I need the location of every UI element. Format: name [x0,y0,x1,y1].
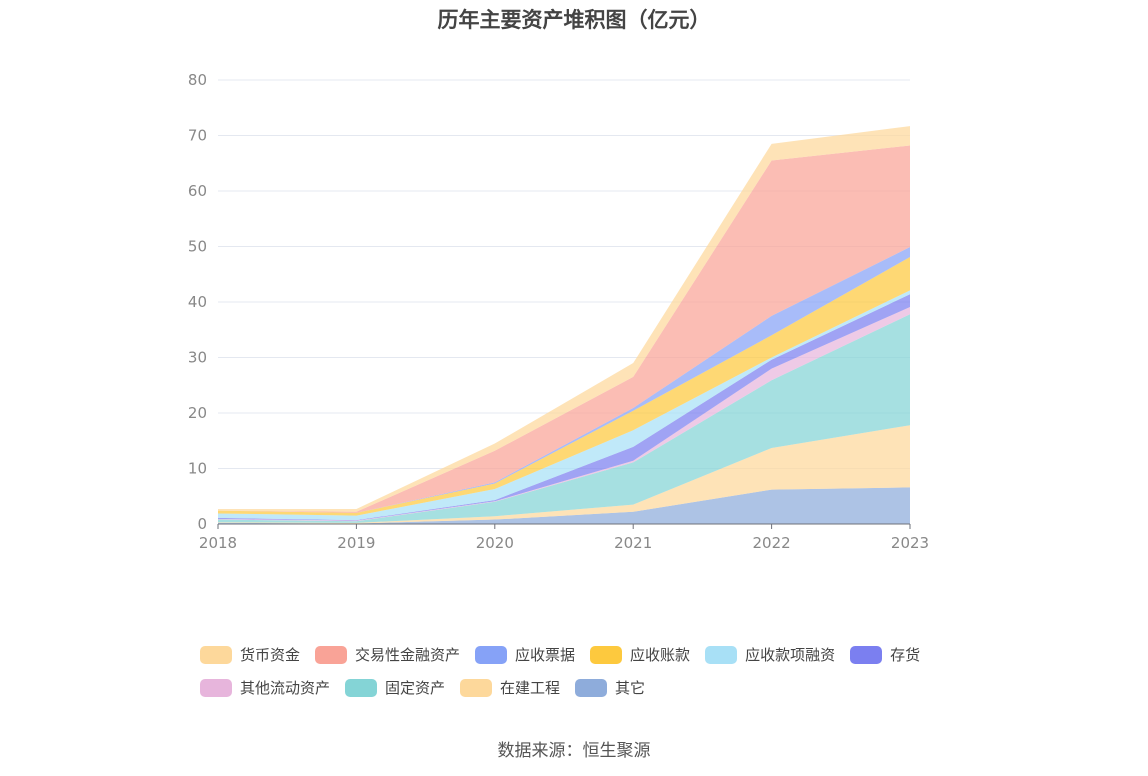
area-series-0 [218,487,910,524]
legend-item[interactable]: 应收款项融资 [705,644,835,665]
x-tick-label: 2023 [891,534,929,552]
legend-item[interactable]: 固定资产 [345,677,445,698]
legend-item[interactable]: 其它 [575,677,645,698]
legend-swatch [590,645,623,664]
area-series-2 [218,314,910,523]
legend-item[interactable]: 货币资金 [200,644,300,665]
axes: 0 10 20 30 40 50 60 70 80 2018 2019 2020 2021 2022 202… [188,71,929,552]
x-tick-label: 2022 [753,534,791,552]
legend-item[interactable]: 其他流动资产 [200,677,330,698]
legend-label: 交易性金融资产 [355,646,461,664]
legend-label: 应收款项融资 [745,646,836,664]
legend-row: 货币资金 交易性金融资产 应收票据 应收账款 应收款项融资 存货 [200,638,980,671]
y-tick-label: 70 [188,127,207,145]
y-tick-label: 80 [188,71,207,89]
legend-label: 其它 [615,679,646,697]
x-tick-label: 2019 [337,534,375,552]
legend-label: 应收账款 [630,646,691,664]
legend-swatch [475,645,508,664]
legend-item[interactable]: 存货 [850,644,920,665]
area-series-8 [218,145,910,513]
legend-label: 货币资金 [240,646,301,664]
area-layer [218,126,910,524]
legend-swatch [850,645,883,664]
area-series-1 [218,425,910,524]
legend-swatch [575,678,608,697]
legend-swatch [705,645,738,664]
y-tick-label: 10 [188,460,207,478]
legend-swatch [460,678,493,697]
y-tick-label: 40 [188,293,207,311]
legend-swatch [315,645,348,664]
legend-swatch [345,678,378,697]
legend-label: 在建工程 [500,679,561,697]
legend-label: 其他流动资产 [240,679,331,697]
legend-label: 应收票据 [515,646,576,664]
x-tick-label: 2018 [199,534,237,552]
legend-label: 存货 [890,646,921,664]
legend-item[interactable]: 在建工程 [460,677,560,698]
y-tick-label: 50 [188,238,207,256]
y-tick-label: 60 [188,182,207,200]
legend-swatch [200,678,232,697]
x-tick-label: 2020 [476,534,514,552]
legend: 货币资金 交易性金融资产 应收票据 应收账款 应收款项融资 存货 其他流动资产 固定资产 在建… [200,638,980,704]
y-tick-label: 30 [188,349,207,367]
legend-item[interactable]: 应收账款 [590,644,690,665]
legend-label: 固定资产 [385,679,446,697]
legend-item[interactable]: 交易性金融资产 [315,644,460,665]
legend-item[interactable]: 应收票据 [475,644,575,665]
source-note: 数据来源：恒生聚源 [497,741,651,761]
stacked-area-chart: 0 10 20 30 40 50 60 70 80 2018 2019 2020 2021 2022 202… [188,71,929,552]
x-tick-label: 2021 [614,534,652,552]
area-series-4 [218,294,910,521]
legend-row: 其他流动资产 固定资产 在建工程 其它 [200,671,980,704]
y-tick-label: 0 [197,515,207,533]
chart-title: 历年主要资产堆积图（亿元） [437,8,711,32]
y-tick-label: 20 [188,404,207,422]
legend-swatch [200,645,232,664]
